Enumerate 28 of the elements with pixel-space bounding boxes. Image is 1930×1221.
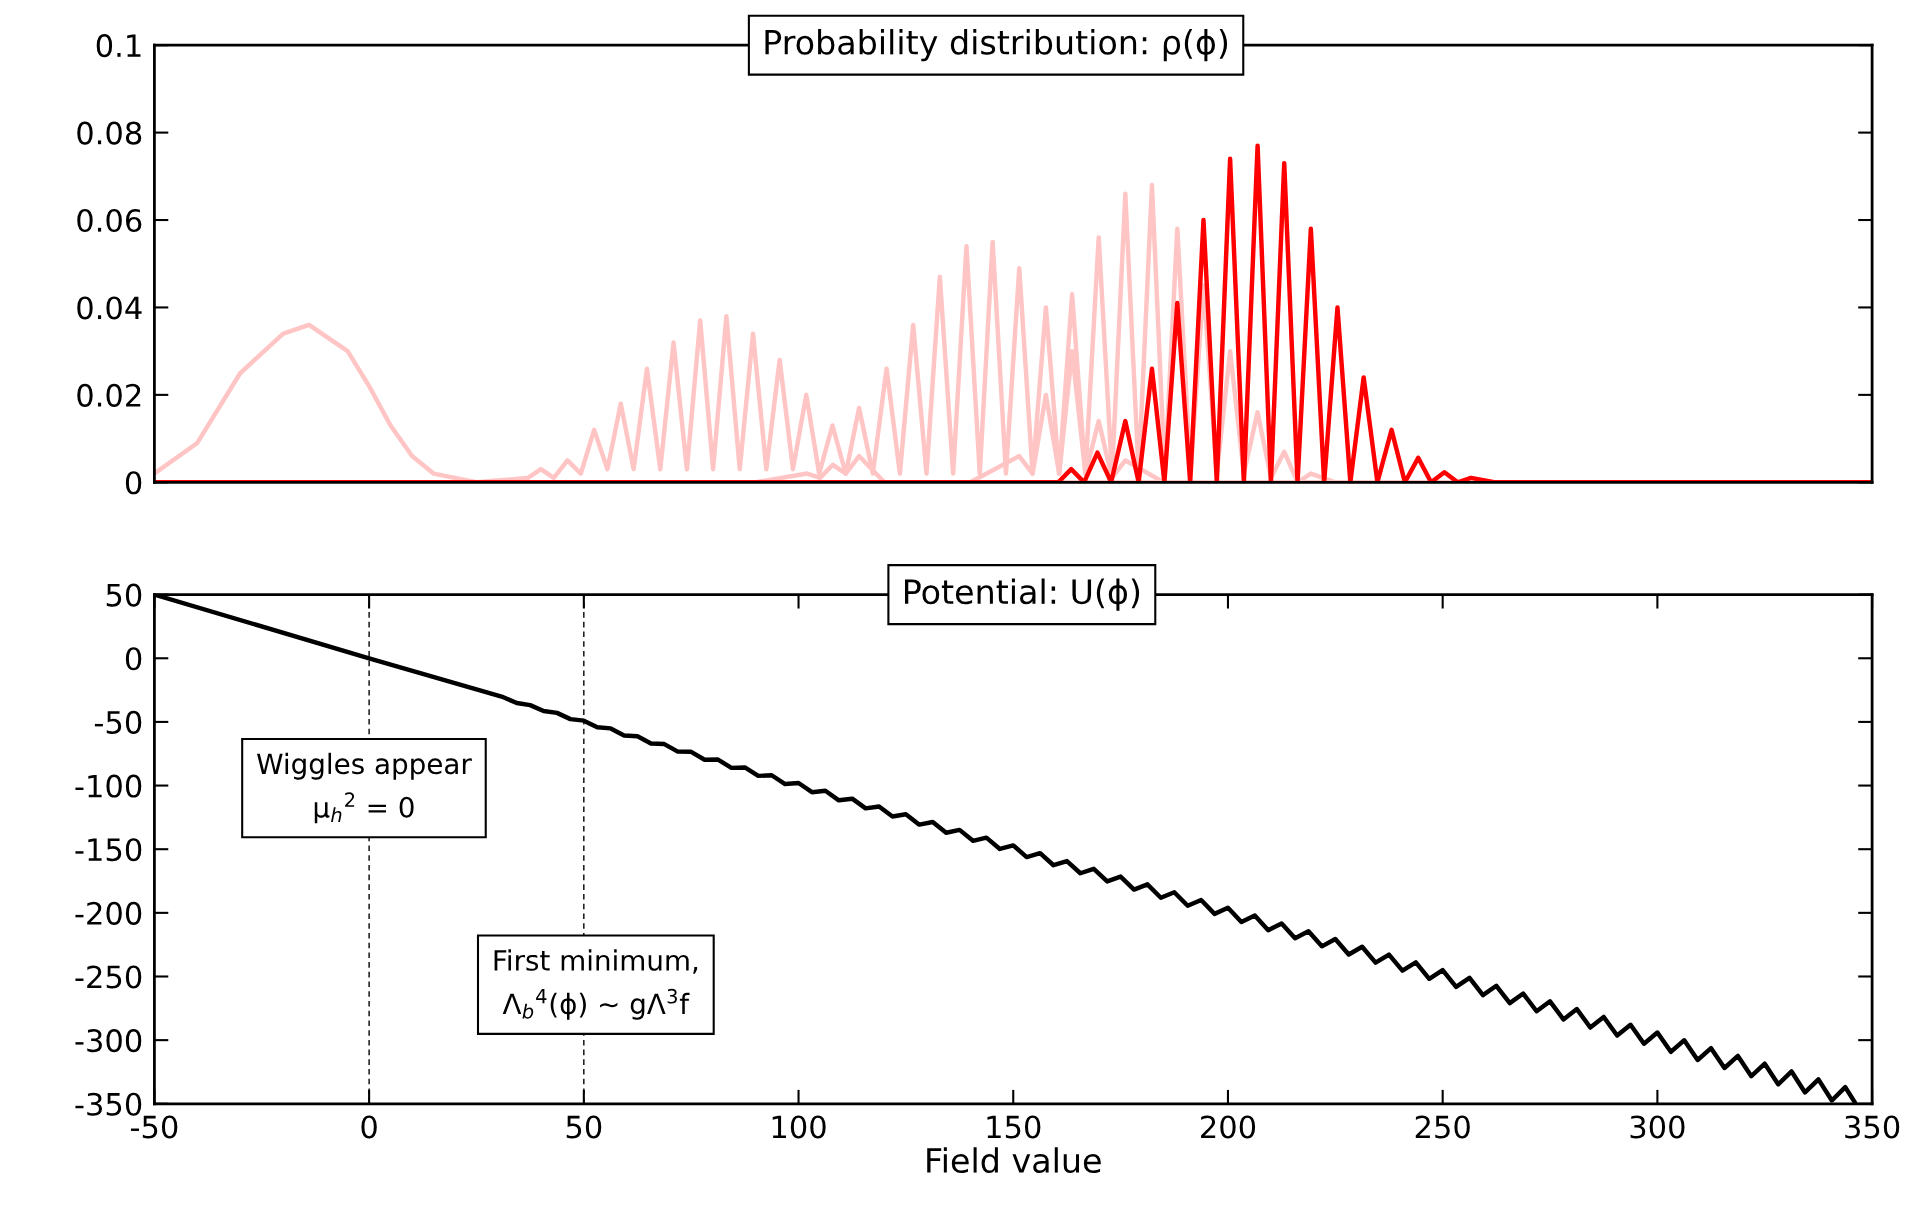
y-tick-label: -300 [75, 1029, 142, 1053]
x-tick-label: 350 [1845, 1115, 1900, 1139]
chart-title: Probability distribution: ρ(ϕ) [765, 29, 1228, 62]
y-tick-label: 0 [125, 647, 142, 671]
x-tick-label: 200 [1201, 1115, 1256, 1139]
y-tick-label: -150 [75, 838, 142, 862]
y-tick-label: -350 [75, 1092, 142, 1116]
x-axis-title: Field value [927, 1147, 1101, 1174]
y-tick-label: 0.08 [77, 121, 142, 145]
x-tick-label: 0 [361, 1115, 377, 1139]
y-tick-label: -50 [94, 710, 142, 734]
y-tick-label: -250 [75, 965, 142, 989]
annotation: First minimum, Λ$_{b}$$^{4}$(ϕ) ~ gΛ$^{3}$f [494, 949, 698, 1020]
x-tick-label: 250 [1415, 1115, 1470, 1139]
chart-title: Potential: U(ϕ) [905, 578, 1140, 611]
y-tick-label: 0.1 [96, 34, 141, 58]
x-tick-label: 300 [1630, 1115, 1685, 1139]
y-tick-label: 0.02 [77, 383, 141, 407]
y-tick-label: 50 [106, 583, 142, 607]
y-tick-label: 0.06 [77, 208, 142, 233]
y-tick-label: -200 [75, 901, 142, 925]
annotation: Wiggles appear μ$_{h}$$^{2}$ = 0 [257, 752, 472, 824]
y-tick-label: -100 [75, 774, 142, 798]
y-tick-label: 0 [125, 471, 142, 495]
x-tick-label: 50 [566, 1115, 602, 1139]
y-tick-label: 0.04 [77, 296, 142, 320]
x-tick-label: 100 [772, 1115, 826, 1139]
x-tick-label: 150 [987, 1115, 1041, 1139]
